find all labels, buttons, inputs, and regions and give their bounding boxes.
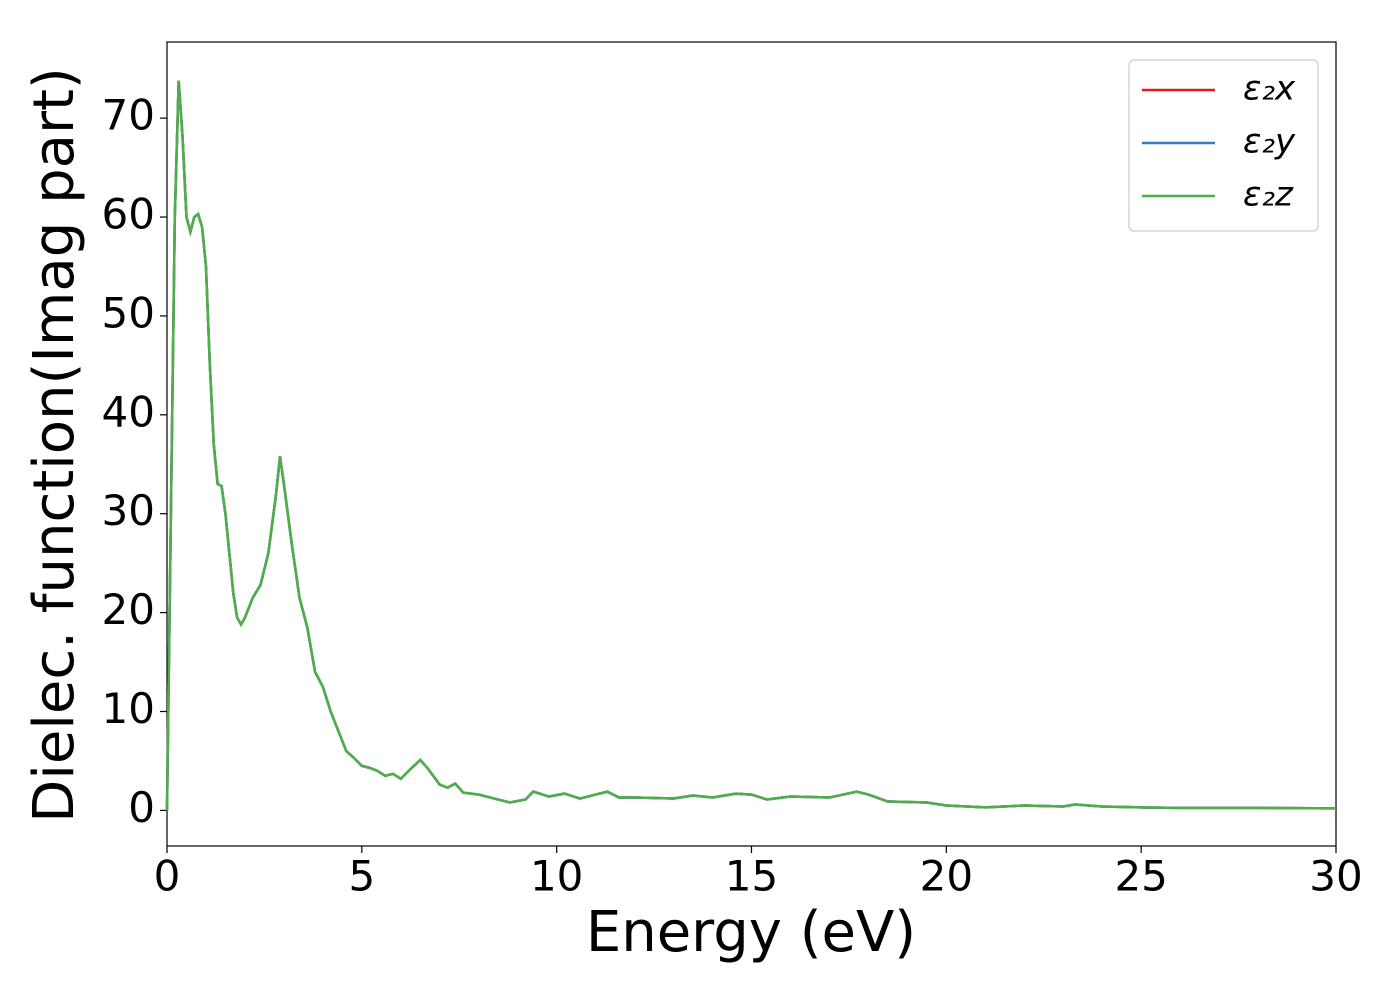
- legend-label: ε₂y: [1243, 122, 1296, 162]
- y-tick-label: 20: [102, 585, 155, 634]
- y-tick-label: 70: [102, 91, 155, 140]
- legend-label: ε₂x: [1243, 69, 1296, 109]
- y-tick-label: 60: [102, 190, 155, 239]
- x-tick-label: 10: [530, 852, 583, 901]
- y-tick-label: 40: [102, 387, 155, 436]
- y-tick-label: 0: [128, 783, 155, 832]
- series-line: [165, 80, 1337, 811]
- y-tick-label: 30: [102, 486, 155, 535]
- x-tick-label: 20: [920, 852, 973, 901]
- x-tick-label: 15: [725, 852, 778, 901]
- y-tick-label: 50: [102, 288, 155, 337]
- y-axis-label: Dielec. function(Imag part): [22, 67, 87, 823]
- legend-label: ε₂z: [1243, 175, 1294, 215]
- y-tick-label: 10: [102, 684, 155, 733]
- legend-box: [1128, 59, 1319, 232]
- x-tick-label: 30: [1309, 852, 1362, 901]
- x-tick-label: 5: [348, 852, 375, 901]
- x-tick-label: 0: [154, 852, 181, 901]
- x-tick-label: 25: [1114, 852, 1167, 901]
- x-axis-label: Energy (eV): [586, 900, 916, 965]
